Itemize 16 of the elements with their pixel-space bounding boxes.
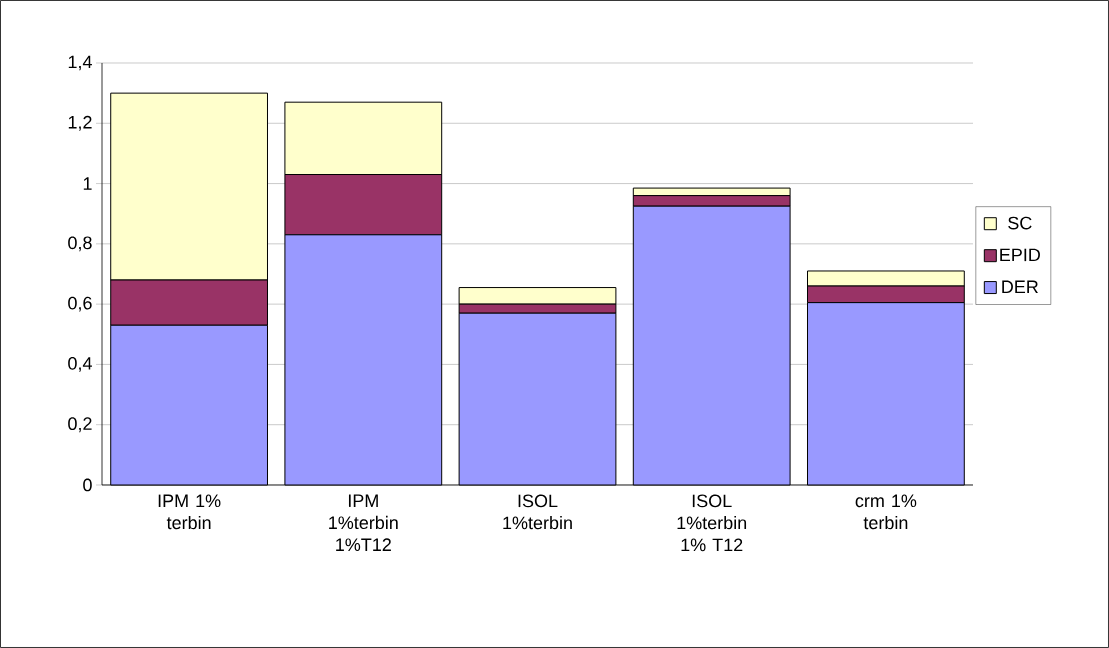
y-tick-label: 0,4 bbox=[68, 356, 92, 372]
legend-label: SC bbox=[1008, 216, 1032, 230]
y-tick-label: 0,8 bbox=[68, 236, 92, 252]
y-tick-label: 1,4 bbox=[68, 55, 92, 71]
y-tick-label: 1 bbox=[83, 177, 92, 190]
x-tick-label: ISOL 1%terbin bbox=[503, 494, 572, 530]
y-tick-label: 0,6 bbox=[68, 296, 92, 312]
x-tick-label: crm 1% terbin bbox=[855, 494, 917, 530]
y-tick-label: 1,2 bbox=[68, 115, 92, 131]
x-tick-label: IPM 1% terbin bbox=[158, 494, 221, 530]
legend-label: EPID bbox=[1000, 248, 1040, 262]
y-tick-label: 0 bbox=[83, 478, 92, 492]
legend-label: DER bbox=[1002, 280, 1038, 294]
y-tick-label: 0,2 bbox=[68, 417, 92, 433]
x-tick-label: ISOL 1%terbin 1% T12 bbox=[677, 494, 747, 552]
x-tick-label: IPM 1%terbin 1%T12 bbox=[329, 494, 398, 552]
